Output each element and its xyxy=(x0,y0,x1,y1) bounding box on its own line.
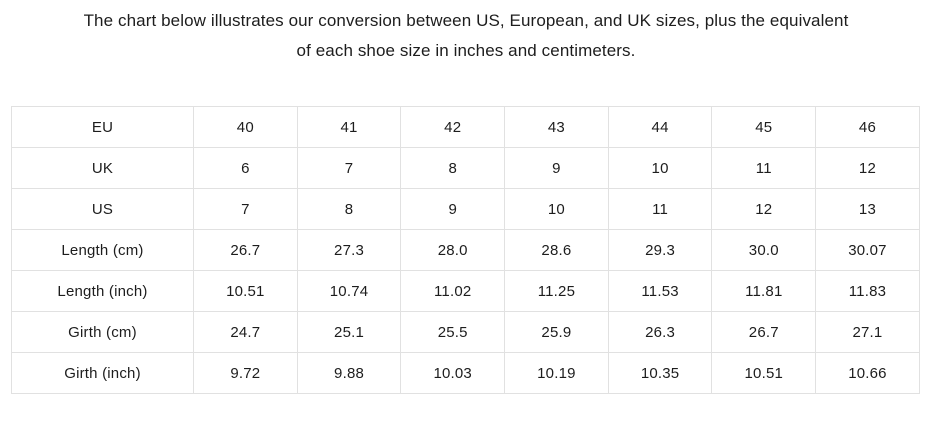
table-cell: 28.6 xyxy=(504,229,609,271)
table-cell: 25.9 xyxy=(504,311,609,353)
table-cell: 11 xyxy=(607,188,713,230)
row-label-girth-cm: Girth (cm) xyxy=(11,311,194,353)
table-cell: 44 xyxy=(607,106,713,148)
table-cell: 10.51 xyxy=(711,352,817,394)
row-label-length-cm: Length (cm) xyxy=(11,229,194,271)
table-cell: 9.88 xyxy=(296,352,402,394)
table-cell: 24.7 xyxy=(193,311,298,353)
table-cell: 10.19 xyxy=(504,352,609,394)
table-cell: 10.35 xyxy=(607,352,713,394)
size-conversion-table: EU 40 41 42 43 44 45 46 UK 6 7 8 9 10 11… xyxy=(11,106,920,394)
table-cell: 41 xyxy=(296,106,402,148)
row-label-eu: EU xyxy=(11,106,194,148)
row-label-girth-inch: Girth (inch) xyxy=(11,352,194,394)
table-cell: 8 xyxy=(400,147,506,189)
table-cell: 26.3 xyxy=(607,311,713,353)
table-cell: 7 xyxy=(193,188,298,230)
table-cell: 25.1 xyxy=(296,311,402,353)
table-row-length-inch: Length (inch) 10.51 10.74 11.02 11.25 11… xyxy=(11,270,920,312)
table-row-us: US 7 8 9 10 11 12 13 xyxy=(11,188,920,230)
table-cell: 30.0 xyxy=(711,229,817,271)
table-cell: 10.66 xyxy=(815,352,920,394)
table-cell: 11.02 xyxy=(400,270,506,312)
row-label-length-inch: Length (inch) xyxy=(11,270,194,312)
table-cell: 12 xyxy=(815,147,920,189)
table-cell: 11.25 xyxy=(504,270,609,312)
table-cell: 42 xyxy=(400,106,506,148)
page-title: The chart below illustrates our conversi… xyxy=(0,6,932,66)
table-cell: 29.3 xyxy=(607,229,713,271)
table-cell: 12 xyxy=(711,188,817,230)
table-cell: 46 xyxy=(815,106,920,148)
table-cell: 26.7 xyxy=(193,229,298,271)
table-row-eu: EU 40 41 42 43 44 45 46 xyxy=(11,106,920,148)
table-cell: 40 xyxy=(193,106,298,148)
table-cell: 45 xyxy=(711,106,817,148)
table-cell: 30.07 xyxy=(815,229,920,271)
table-cell: 27.1 xyxy=(815,311,920,353)
table-cell: 27.3 xyxy=(296,229,402,271)
table-cell: 11.81 xyxy=(711,270,817,312)
table-cell: 43 xyxy=(504,106,609,148)
table-row-girth-cm: Girth (cm) 24.7 25.1 25.5 25.9 26.3 26.7… xyxy=(11,311,920,353)
table-row-girth-inch: Girth (inch) 9.72 9.88 10.03 10.19 10.35… xyxy=(11,352,920,394)
table-cell: 13 xyxy=(815,188,920,230)
table-cell: 25.5 xyxy=(400,311,506,353)
table-row-uk: UK 6 7 8 9 10 11 12 xyxy=(11,147,920,189)
row-label-uk: UK xyxy=(11,147,194,189)
table-row-length-cm: Length (cm) 26.7 27.3 28.0 28.6 29.3 30.… xyxy=(11,229,920,271)
table-cell: 28.0 xyxy=(400,229,506,271)
table-cell: 26.7 xyxy=(711,311,817,353)
table-cell: 6 xyxy=(193,147,298,189)
table-cell: 11.53 xyxy=(607,270,713,312)
table-cell: 10 xyxy=(607,147,713,189)
page-title-line-1: The chart below illustrates our conversi… xyxy=(83,11,849,30)
table-cell: 7 xyxy=(296,147,402,189)
table-cell: 10.74 xyxy=(296,270,402,312)
table-cell: 9 xyxy=(504,147,609,189)
table-cell: 10 xyxy=(504,188,609,230)
table-cell: 10.03 xyxy=(400,352,506,394)
table-cell: 11.83 xyxy=(815,270,920,312)
table-cell: 9 xyxy=(400,188,506,230)
table-cell: 8 xyxy=(296,188,402,230)
table-cell: 10.51 xyxy=(193,270,298,312)
row-label-us: US xyxy=(11,188,194,230)
page-title-line-2: of each shoe size in inches and centimet… xyxy=(296,41,636,60)
table-cell: 11 xyxy=(711,147,817,189)
table-cell: 9.72 xyxy=(193,352,298,394)
